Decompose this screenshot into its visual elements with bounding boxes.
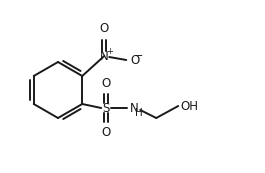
Text: +: + (106, 48, 113, 57)
Text: S: S (103, 102, 110, 115)
Text: N: N (130, 102, 139, 115)
Text: H: H (135, 108, 143, 118)
Text: −: − (134, 51, 143, 61)
Text: O: O (100, 22, 109, 35)
Text: O: O (101, 126, 111, 139)
Text: N: N (100, 49, 109, 62)
Text: O: O (101, 76, 111, 89)
Text: OH: OH (180, 99, 198, 112)
Text: O: O (130, 53, 139, 66)
